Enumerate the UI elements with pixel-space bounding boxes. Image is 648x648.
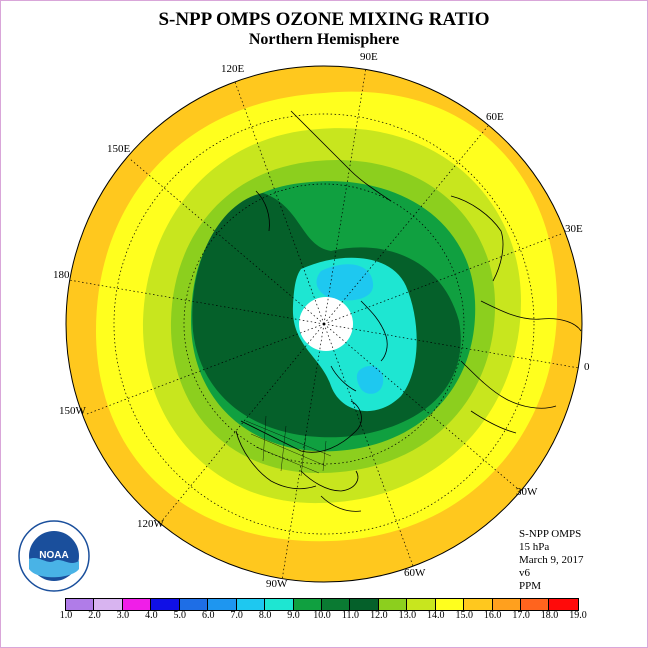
lon-label-30w: 30W — [516, 486, 538, 498]
colorbar-tick-label: 4.0 — [145, 610, 158, 621]
colorbar-tick-label: 8.0 — [258, 610, 272, 621]
info-version: v6 — [519, 567, 530, 579]
graticule — [68, 67, 580, 581]
colorbar-swatch — [151, 599, 180, 610]
colorbar-swatch — [321, 599, 351, 610]
lon-label-0: 0 — [584, 361, 590, 373]
colorbar-tick-label: 13.0 — [398, 610, 417, 621]
lon-label-120e: 120E — [221, 63, 245, 75]
colorbar-tick-label: 11.0 — [341, 610, 360, 621]
colorbar-swatch — [521, 599, 550, 610]
colorbar-tick-label: 1.0 — [59, 610, 73, 621]
info-date: March 9, 2017 — [519, 554, 584, 566]
colorbar-swatch — [407, 599, 436, 610]
page-title: S-NPP OMPS OZONE MIXING RATIO — [158, 9, 490, 30]
colorbar-swatch — [236, 599, 266, 610]
colorbar-swatch — [435, 599, 465, 610]
lon-label-120w: 120W — [137, 518, 164, 530]
colorbar-tick-label: 9.0 — [287, 610, 300, 621]
colorbar-tick-label: 6.0 — [201, 610, 215, 621]
info-block: S-NPP OMPS 15 hPa March 9, 2017 v6 PPM — [519, 528, 583, 593]
colorbar-swatch — [66, 599, 95, 610]
lon-label-150e: 150E — [107, 143, 131, 155]
info-instrument: S-NPP OMPS — [519, 528, 582, 540]
lon-label-180: 180 — [53, 269, 70, 281]
info-pressure: 15 hPa — [519, 541, 550, 553]
lon-label-90e: 90E — [360, 51, 378, 63]
lon-label-150w: 150W — [59, 405, 86, 417]
lon-label-90w: 90W — [266, 578, 288, 590]
colorbar-swatch — [265, 599, 294, 610]
colorbar-tick-label: 19.0 — [569, 610, 587, 621]
political-boundaries — [245, 415, 332, 477]
colorbar-swatch — [350, 599, 379, 610]
colorbar-swatch — [293, 599, 322, 610]
colorbar-tick-label: 14.0 — [427, 610, 445, 621]
noaa-logo-text: NOAA — [39, 550, 68, 561]
lon-label-60e: 60E — [486, 111, 504, 123]
ozone-band-7-8-north — [316, 264, 374, 301]
colorbar-swatch — [208, 599, 237, 610]
ozone-band-7-8-south — [356, 365, 384, 394]
colorbar-swatch — [94, 599, 123, 610]
colorbar-tick-label: 17.0 — [512, 610, 530, 621]
colorbar-tick-label: 16.0 — [483, 610, 502, 621]
colorbar-tick-label: 12.0 — [370, 610, 388, 621]
colorbar-tick-label: 3.0 — [116, 610, 130, 621]
colorbar-tick-label: 15.0 — [455, 610, 473, 621]
ozone-band-8-9 — [292, 257, 417, 412]
colorbar-swatch — [179, 599, 209, 610]
colorbar-tick-label: 5.0 — [173, 610, 187, 621]
page-subtitle: Northern Hemisphere — [248, 31, 400, 48]
colorbar-swatch — [122, 599, 152, 610]
colorbar-tick-label: 2.0 — [88, 610, 101, 621]
map-border — [65, 65, 583, 583]
colorbar-swatch — [549, 599, 578, 610]
colorbar-tick-label: 10.0 — [313, 610, 331, 621]
colorbar-tick-label: 18.0 — [540, 610, 559, 621]
colorbar-swatch — [464, 599, 493, 610]
noaa-logo-icon: NOAA — [18, 520, 90, 592]
polar-no-data-area — [299, 297, 353, 351]
colorbar-tick-label: 7.0 — [230, 610, 243, 621]
colorbar — [65, 598, 579, 611]
coastlines — [235, 110, 582, 512]
lon-label-60w: 60W — [404, 567, 426, 579]
colorbar-swatch — [492, 599, 521, 610]
info-units: PPM — [519, 580, 542, 592]
lon-label-30e: 30E — [565, 223, 583, 235]
colorbar-swatch — [378, 599, 408, 610]
